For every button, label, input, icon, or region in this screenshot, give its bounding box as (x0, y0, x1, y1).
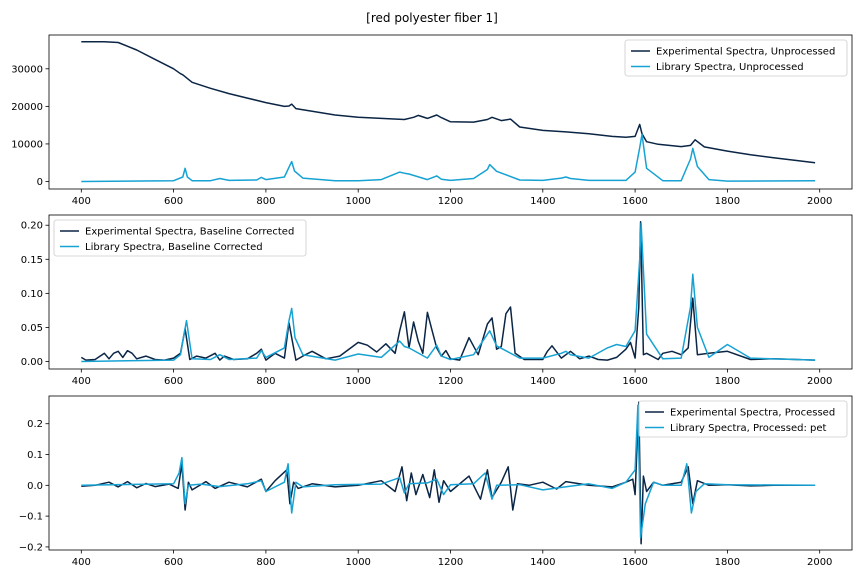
y-tick-label: 20000 (11, 102, 43, 113)
series-line-library (81, 133, 816, 183)
x-tick-label: 1000 (345, 557, 370, 568)
panel-2: 400 600 800 1000 1200 1400 1600 1800 2000 0.00 0.0… (21, 214, 853, 387)
series-line-experimental (81, 41, 816, 164)
x-tick-label: 600 (164, 196, 183, 207)
y-tick-label: 0.15 (21, 255, 43, 266)
x-tick-label: 2000 (807, 557, 832, 568)
y-tick-label: 0 (37, 177, 43, 188)
y-tick-label: 0.0 (27, 481, 43, 492)
legend-entry: Library Spectra, Processed: pet (670, 423, 826, 434)
legend-box (53, 219, 307, 257)
legend-entry: Library Spectra, Baseline Corrected (85, 242, 263, 253)
x-tick-label: 400 (72, 196, 91, 207)
x-tick-label: 800 (256, 196, 275, 207)
legend-entry: Library Spectra, Unprocessed (656, 62, 804, 73)
chart-panels: 400 600 800 1000 1200 1400 1600 1800 20000100002… (11, 34, 853, 568)
series-line-experimental (81, 401, 816, 545)
series-line-library (81, 404, 816, 539)
x-tick-label: 1800 (715, 376, 740, 387)
legend-box (638, 400, 848, 438)
y-tick-label: 0.10 (21, 289, 43, 300)
x-tick-label: 1800 (715, 196, 740, 207)
x-tick-label: 2000 (807, 196, 832, 207)
legend-entry: Experimental Spectra, Processed (670, 408, 835, 419)
x-tick-label: 1400 (530, 376, 555, 387)
legend-entry: Experimental Spectra, Unprocessed (656, 47, 835, 58)
x-tick-label: 600 (164, 376, 183, 387)
legend-entry: Experimental Spectra, Baseline Corrected (85, 227, 294, 238)
legend-box (624, 39, 848, 77)
y-tick-label: −0.1 (19, 512, 43, 523)
figure-title: [red polyester fiber 1] (366, 11, 498, 25)
panel-1: 400 600 800 1000 1200 1400 1600 1800 20000100002… (11, 34, 853, 207)
x-tick-label: 600 (164, 557, 183, 568)
y-tick-label: −0.2 (19, 542, 43, 553)
x-tick-label: 1000 (345, 376, 370, 387)
x-tick-label: 1800 (715, 557, 740, 568)
y-tick-label: 0.00 (21, 357, 43, 368)
x-tick-label: 1600 (622, 196, 647, 207)
y-tick-label: 30000 (11, 64, 43, 75)
x-tick-label: 1200 (438, 376, 463, 387)
panel-3: 400 600 800 1000 1200 1400 1600 1800 2000 −0.2 −0.… (19, 395, 853, 568)
series-line-library (81, 222, 816, 363)
x-tick-label: 1000 (345, 196, 370, 207)
legend: Experimental Spectra, Unprocessed Library… (624, 39, 848, 77)
x-tick-label: 1400 (530, 557, 555, 568)
x-tick-label: 1200 (438, 196, 463, 207)
x-tick-label: 800 (256, 376, 275, 387)
x-tick-label: 400 (72, 376, 91, 387)
x-tick-label: 1400 (530, 196, 555, 207)
x-tick-label: 2000 (807, 376, 832, 387)
x-tick-label: 1200 (438, 557, 463, 568)
legend: Experimental Spectra, Baseline Corrected… (53, 219, 307, 257)
y-tick-label: 10000 (11, 139, 43, 150)
x-tick-label: 1600 (622, 557, 647, 568)
x-tick-label: 1600 (622, 376, 647, 387)
y-tick-label: 0.2 (27, 419, 43, 430)
x-tick-label: 400 (72, 557, 91, 568)
y-tick-label: 0.05 (21, 323, 43, 334)
y-tick-label: 0.1 (27, 450, 43, 461)
legend: Experimental Spectra, Processed Library S… (638, 400, 848, 438)
y-tick-label: 0.20 (21, 221, 43, 232)
x-tick-label: 800 (256, 557, 275, 568)
